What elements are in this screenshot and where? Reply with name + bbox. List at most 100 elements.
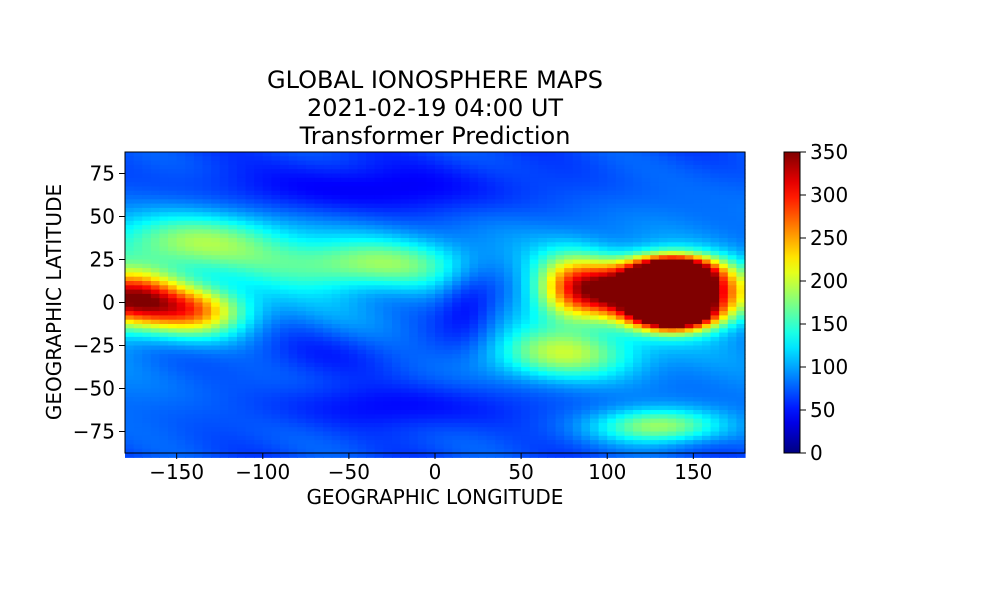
heatmap-cell bbox=[538, 259, 548, 265]
heatmap-cell bbox=[426, 263, 436, 269]
heatmap-cell bbox=[366, 229, 376, 235]
heatmap-cell bbox=[374, 289, 384, 295]
heatmap-cell bbox=[633, 250, 643, 256]
heatmap-cell bbox=[615, 388, 626, 394]
heatmap-cell bbox=[598, 276, 608, 282]
heatmap-cell bbox=[176, 173, 186, 179]
heatmap-cell bbox=[202, 302, 212, 308]
heatmap-cell bbox=[383, 444, 393, 450]
heatmap-cell bbox=[374, 358, 384, 364]
heatmap-cell bbox=[495, 207, 505, 213]
heatmap-cell bbox=[323, 349, 333, 355]
heatmap-cell bbox=[581, 392, 591, 398]
heatmap-cell bbox=[288, 418, 298, 424]
heatmap-cell bbox=[693, 384, 703, 390]
heatmap-cell bbox=[469, 246, 479, 252]
heatmap-cell bbox=[529, 397, 539, 402]
heatmap-cell bbox=[271, 392, 281, 398]
heatmap-cell bbox=[219, 328, 229, 334]
heatmap-cell bbox=[546, 156, 557, 162]
heatmap-cell bbox=[314, 401, 324, 407]
heatmap-cell bbox=[314, 444, 324, 450]
heatmap-cell bbox=[478, 169, 488, 175]
heatmap-cell bbox=[581, 311, 591, 316]
heatmap-cell bbox=[624, 384, 634, 390]
heatmap-cell bbox=[254, 160, 264, 166]
heatmap-cell bbox=[366, 246, 376, 252]
heatmap-cell bbox=[176, 263, 186, 269]
heatmap-cell bbox=[288, 336, 298, 342]
heatmap-cell bbox=[650, 203, 660, 209]
heatmap-cell bbox=[495, 328, 505, 334]
heatmap-cell bbox=[331, 405, 341, 411]
heatmap-cell bbox=[159, 281, 169, 286]
heatmap-cell bbox=[624, 173, 634, 179]
heatmap-cell bbox=[460, 392, 471, 398]
heatmap-cell bbox=[366, 375, 376, 381]
heatmap-cell bbox=[486, 152, 496, 157]
heatmap-cell bbox=[538, 199, 548, 205]
heatmap-cell bbox=[426, 207, 436, 213]
heatmap-cell bbox=[676, 435, 686, 441]
heatmap-cell bbox=[176, 414, 186, 420]
heatmap-cell bbox=[254, 371, 264, 377]
heatmap-cell bbox=[305, 173, 316, 179]
heatmap-cell bbox=[590, 336, 600, 342]
heatmap-cell bbox=[650, 293, 660, 299]
heatmap-cell bbox=[676, 371, 686, 377]
heatmap-cell bbox=[633, 164, 643, 170]
heatmap-cell bbox=[193, 203, 204, 209]
heatmap-cell bbox=[641, 388, 651, 394]
heatmap-cell bbox=[245, 152, 255, 157]
heatmap-cell bbox=[615, 375, 626, 381]
heatmap-cell bbox=[125, 255, 135, 261]
heatmap-cell bbox=[176, 289, 186, 295]
heatmap-cell bbox=[297, 401, 307, 407]
heatmap-cell bbox=[538, 203, 548, 209]
heatmap-cell bbox=[400, 259, 410, 265]
heatmap-cell bbox=[314, 238, 324, 243]
heatmap-cell bbox=[305, 388, 316, 394]
heatmap-cell bbox=[719, 186, 729, 192]
heatmap-cell bbox=[529, 379, 539, 385]
heatmap-cell bbox=[529, 233, 539, 239]
heatmap-cell bbox=[503, 268, 514, 273]
heatmap-cell bbox=[323, 384, 333, 390]
heatmap-cell bbox=[521, 293, 531, 299]
heatmap-cell bbox=[460, 362, 471, 368]
heatmap-cell bbox=[693, 336, 703, 342]
heatmap-cell bbox=[202, 160, 212, 166]
heatmap-cell bbox=[288, 242, 298, 248]
heatmap-cell bbox=[400, 384, 410, 390]
heatmap-cell bbox=[460, 195, 471, 200]
heatmap-cell bbox=[254, 418, 264, 424]
heatmap-cell bbox=[305, 367, 316, 372]
heatmap-cell bbox=[503, 311, 514, 316]
heatmap-cell bbox=[400, 225, 410, 230]
heatmap-cell bbox=[176, 324, 186, 329]
heatmap-cell bbox=[624, 164, 634, 170]
heatmap-cell bbox=[452, 169, 462, 175]
heatmap-cell bbox=[236, 233, 247, 239]
heatmap-cell bbox=[280, 246, 290, 252]
heatmap-cell bbox=[254, 298, 264, 304]
heatmap-cell bbox=[710, 203, 720, 209]
heatmap-cell bbox=[314, 414, 324, 420]
heatmap-cell bbox=[159, 444, 169, 450]
heatmap-cell bbox=[572, 212, 582, 218]
heatmap-cell bbox=[193, 324, 204, 329]
heatmap-cell bbox=[701, 169, 712, 175]
heatmap-cell bbox=[305, 418, 316, 424]
heatmap-cell bbox=[727, 315, 737, 321]
heatmap-cell bbox=[271, 306, 281, 312]
heatmap-cell bbox=[271, 177, 281, 183]
heatmap-cell bbox=[538, 302, 548, 308]
heatmap-cell bbox=[486, 392, 496, 398]
heatmap-cell bbox=[727, 358, 737, 364]
heatmap-cell bbox=[650, 328, 660, 334]
heatmap-cell bbox=[348, 440, 359, 445]
heatmap-cell bbox=[245, 182, 255, 187]
heatmap-cell bbox=[590, 384, 600, 390]
heatmap-cell bbox=[374, 195, 384, 200]
heatmap-cell bbox=[348, 281, 359, 286]
